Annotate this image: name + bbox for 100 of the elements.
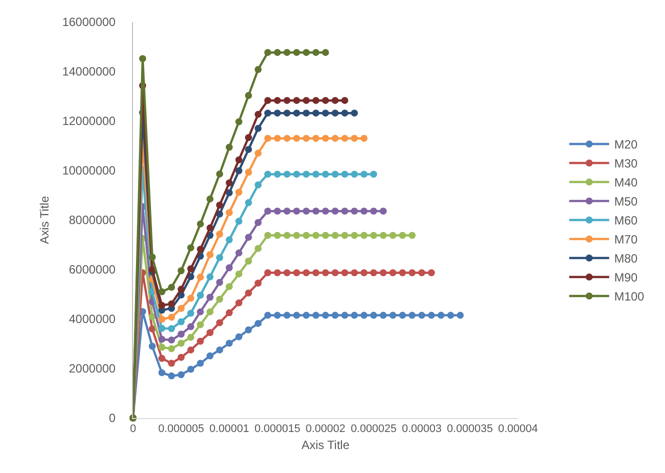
point [187,334,194,341]
point [158,324,166,332]
point [235,167,242,174]
point [196,246,204,253]
point [389,312,396,319]
legend-label: M20 [614,138,638,152]
point [284,110,290,117]
point [196,360,204,367]
point [178,340,185,347]
point [196,274,204,281]
point [187,244,194,252]
point [284,232,290,239]
point [226,209,233,216]
point [312,48,320,56]
point [168,372,175,380]
point [312,134,320,142]
y-tick-label: 12000000 [62,114,116,128]
point [293,312,300,319]
point [226,189,233,196]
y-tick-label: 10000000 [62,164,116,178]
point [408,232,416,239]
point [360,170,368,178]
point [341,312,348,319]
point [438,312,444,319]
point [226,144,233,151]
point [235,218,242,225]
legend-label: M80 [614,252,638,266]
y-tick-label: 0 [108,411,116,426]
point [148,342,156,350]
point [332,110,339,117]
point [380,312,387,319]
point [226,283,233,290]
x-tick-label: 0 [130,423,136,436]
x-tick-label: 0.000035 [446,423,493,436]
point [226,309,233,316]
point [322,110,329,117]
point [235,299,242,306]
point [302,48,310,56]
x-tick-label: 0.00004 [498,423,538,436]
point [206,273,214,280]
point [178,354,185,361]
point [168,314,175,321]
point [312,269,320,276]
point [187,323,194,330]
point [360,269,368,276]
point [284,170,290,178]
point [168,345,175,352]
point [245,290,252,297]
point [245,92,252,100]
point [332,170,339,178]
point [332,232,339,239]
x-tick-label: 0.00001 [209,423,250,436]
point [235,118,242,126]
point [293,48,300,56]
point [264,312,272,319]
point [350,208,358,215]
point [158,354,166,362]
point [274,134,281,142]
point [322,269,329,276]
point [254,320,262,327]
point [428,269,435,276]
point [399,269,406,276]
point [456,312,464,319]
point [293,232,300,239]
point [139,55,146,62]
point [158,316,166,323]
point [380,232,387,239]
point [168,300,175,308]
point [312,208,320,215]
point [158,288,166,296]
point [360,232,368,239]
point [370,269,378,276]
point [284,312,290,319]
y-tick-label: 8000000 [68,213,116,228]
point [235,333,242,340]
point [332,134,339,142]
point [168,284,175,291]
point [302,170,310,178]
point [148,254,156,261]
x-tick-label: 0.000015 [254,423,300,436]
legend-label: M40 [614,176,638,190]
legend-label: M30 [614,156,638,171]
point [293,134,300,142]
point [254,280,262,287]
point [370,208,378,215]
point [196,220,204,228]
point [284,134,290,142]
point [293,170,300,178]
point [447,312,454,319]
point [264,269,272,276]
point [274,312,281,319]
point [312,312,320,319]
point [360,208,368,215]
point [254,110,262,118]
point [341,96,348,104]
point [245,258,252,265]
point [312,110,320,117]
point [158,369,166,376]
point [370,170,378,178]
point [389,269,396,276]
